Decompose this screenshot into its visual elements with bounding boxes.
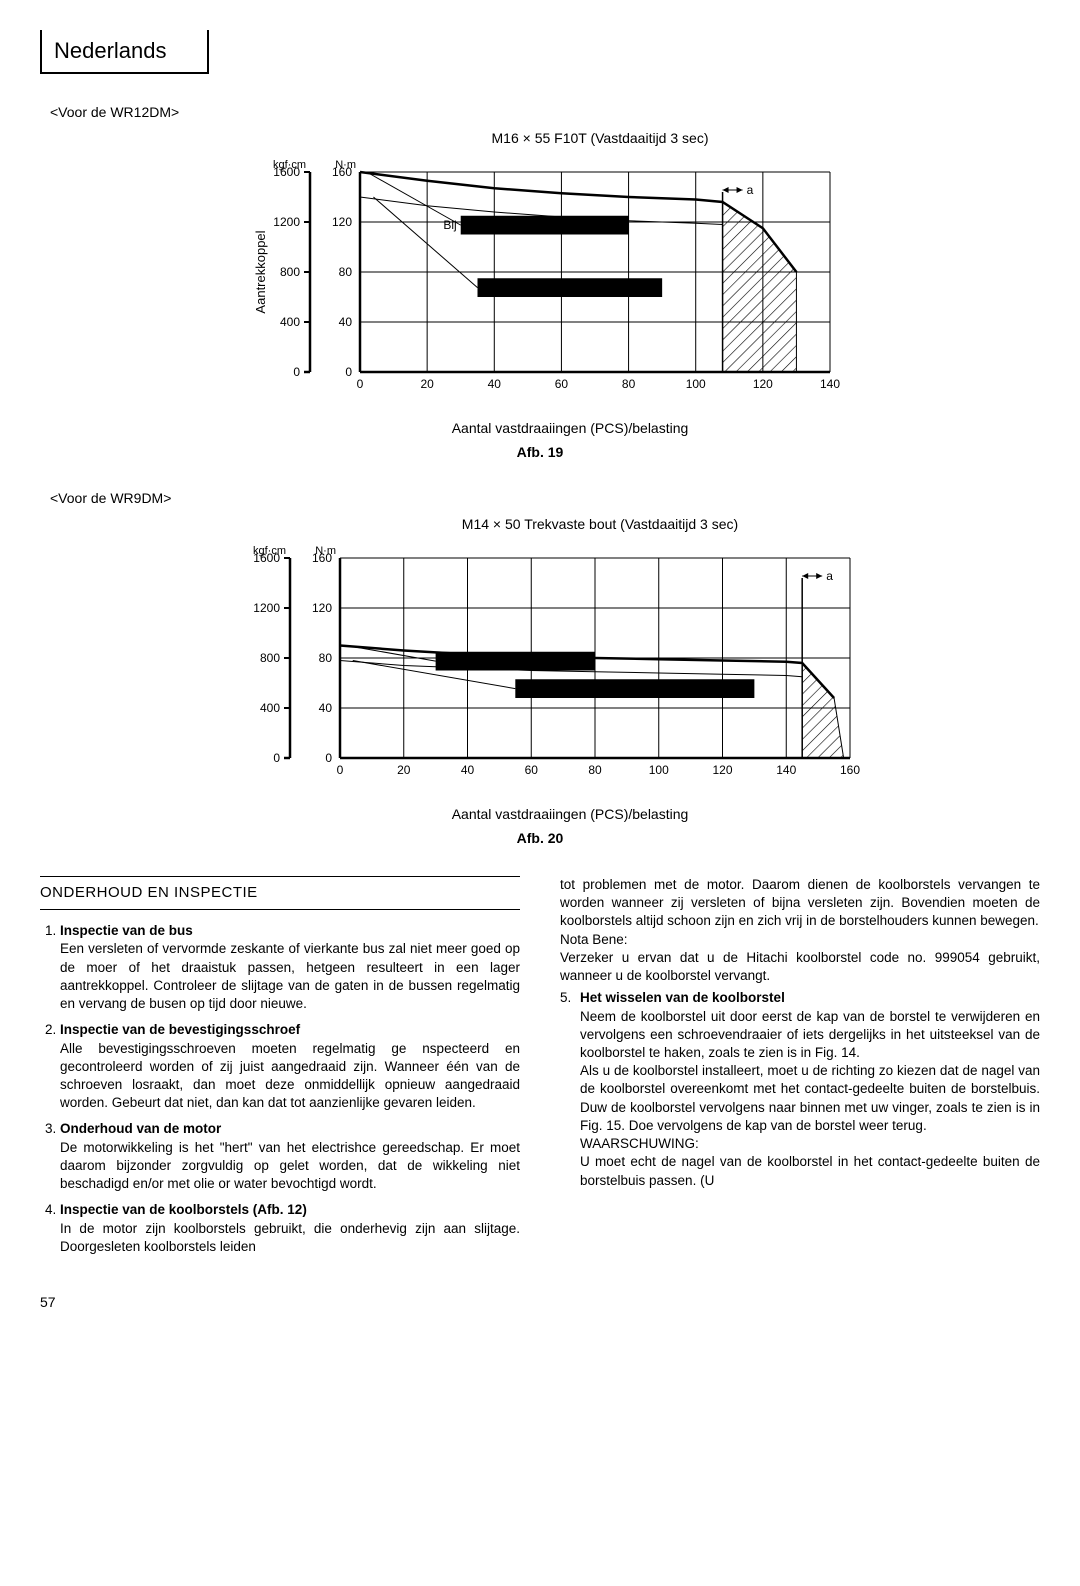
svg-text:120: 120 — [712, 763, 732, 777]
right-column: tot problemen met de motor. Daarom diene… — [560, 876, 1040, 1264]
svg-text:Bij: Bij — [443, 218, 456, 232]
svg-text:0: 0 — [337, 763, 344, 777]
svg-text:140: 140 — [820, 377, 840, 391]
svg-text:40: 40 — [319, 701, 333, 715]
list-item: Inspectie van de busEen versleten of ver… — [60, 922, 520, 1013]
chart2-svg: 16012080400160012008004000kgf·cmN·m02040… — [200, 538, 880, 798]
chart2-title: M14 × 50 Trekvaste bout (Vastdaaitijd 3 … — [40, 516, 1040, 532]
svg-text:400: 400 — [280, 315, 300, 329]
chart1-xlabel: Aantal vastdraaiingen (PCS)/belasting — [40, 420, 1040, 436]
svg-text:800: 800 — [280, 265, 300, 279]
nota-bene-label: Nota Bene: — [560, 931, 1040, 949]
svg-text:0: 0 — [325, 751, 332, 765]
svg-text:40: 40 — [488, 377, 502, 391]
svg-text:400: 400 — [260, 701, 280, 715]
svg-text:20: 20 — [420, 377, 434, 391]
svg-text:N·m: N·m — [315, 545, 336, 557]
svg-text:160: 160 — [840, 763, 860, 777]
item5-body1: Neem de koolborstel uit door eerst de ka… — [580, 1008, 1040, 1063]
svg-text:a: a — [747, 183, 754, 197]
svg-text:0: 0 — [357, 377, 364, 391]
language-box: Nederlands — [40, 30, 209, 74]
svg-text:100: 100 — [686, 377, 706, 391]
svg-text:120: 120 — [753, 377, 773, 391]
svg-text:140: 140 — [776, 763, 796, 777]
svg-text:0: 0 — [293, 365, 300, 379]
chart1-caption: Afb. 19 — [40, 444, 1040, 460]
svg-text:40: 40 — [461, 763, 475, 777]
section-title: ONDERHOUD EN INSPECTIE — [40, 876, 520, 910]
svg-text:800: 800 — [260, 651, 280, 665]
svg-text:kgf·cm: kgf·cm — [273, 159, 306, 171]
text-columns: ONDERHOUD EN INSPECTIE Inspectie van de … — [40, 876, 1040, 1264]
svg-text:60: 60 — [555, 377, 569, 391]
chart-2: M14 × 50 Trekvaste bout (Vastdaaitijd 3 … — [40, 516, 1040, 846]
svg-text:120: 120 — [332, 215, 352, 229]
svg-text:40: 40 — [339, 315, 353, 329]
svg-text:kgf·cm: kgf·cm — [253, 545, 286, 557]
svg-text:a: a — [826, 569, 833, 583]
svg-text:Aantrekkoppel: Aantrekkoppel — [253, 230, 268, 313]
page-number: 57 — [40, 1294, 1040, 1310]
svg-text:120: 120 — [312, 601, 332, 615]
item5-body2: Als u de koolborstel installeert, moet u… — [580, 1062, 1040, 1135]
maintenance-list: Inspectie van de busEen versleten of ver… — [40, 922, 520, 1256]
svg-text:80: 80 — [588, 763, 602, 777]
warning-label: WAARSCHUWING: — [580, 1135, 1040, 1153]
chart-1: M16 × 55 F10T (Vastdaaitijd 3 sec) 16012… — [40, 130, 1040, 460]
svg-text:80: 80 — [622, 377, 636, 391]
subheader-wr9dm: <Voor de WR9DM> — [50, 490, 1040, 506]
chart2-caption: Afb. 20 — [40, 830, 1040, 846]
svg-text:1200: 1200 — [273, 215, 300, 229]
svg-text:0: 0 — [345, 365, 352, 379]
svg-text:60: 60 — [525, 763, 539, 777]
svg-text:0: 0 — [273, 751, 280, 765]
list-item: Onderhoud van de motorDe motorwikkeling … — [60, 1120, 520, 1193]
list-item: Inspectie van de bevestigingsschroefAlle… — [60, 1021, 520, 1112]
list-item: Inspectie van de koolborstels (Afb. 12)I… — [60, 1201, 520, 1256]
item5-num: 5. — [560, 989, 580, 1189]
svg-text:20: 20 — [397, 763, 411, 777]
item5-title: Het wisselen van de koolborstel — [580, 989, 1040, 1007]
left-column: ONDERHOUD EN INSPECTIE Inspectie van de … — [40, 876, 520, 1264]
svg-text:N·m: N·m — [335, 159, 356, 171]
nota-bene-body: Verzeker u ervan dat u de Hitachi koolbo… — [560, 949, 1040, 985]
svg-text:100: 100 — [649, 763, 669, 777]
svg-text:80: 80 — [339, 265, 353, 279]
warning-body: U moet echt de nagel van de koolborstel … — [580, 1153, 1040, 1189]
subheader-wr12dm: <Voor de WR12DM> — [50, 104, 1040, 120]
svg-text:80: 80 — [319, 651, 333, 665]
chart1-svg: 16012080400160012008004000kgf·cmN·m02040… — [220, 152, 860, 412]
chart1-title: M16 × 55 F10T (Vastdaaitijd 3 sec) — [40, 130, 1040, 146]
right-intro: tot problemen met de motor. Daarom diene… — [560, 876, 1040, 931]
svg-text:1200: 1200 — [253, 601, 280, 615]
chart2-xlabel: Aantal vastdraaiingen (PCS)/belasting — [40, 806, 1040, 822]
